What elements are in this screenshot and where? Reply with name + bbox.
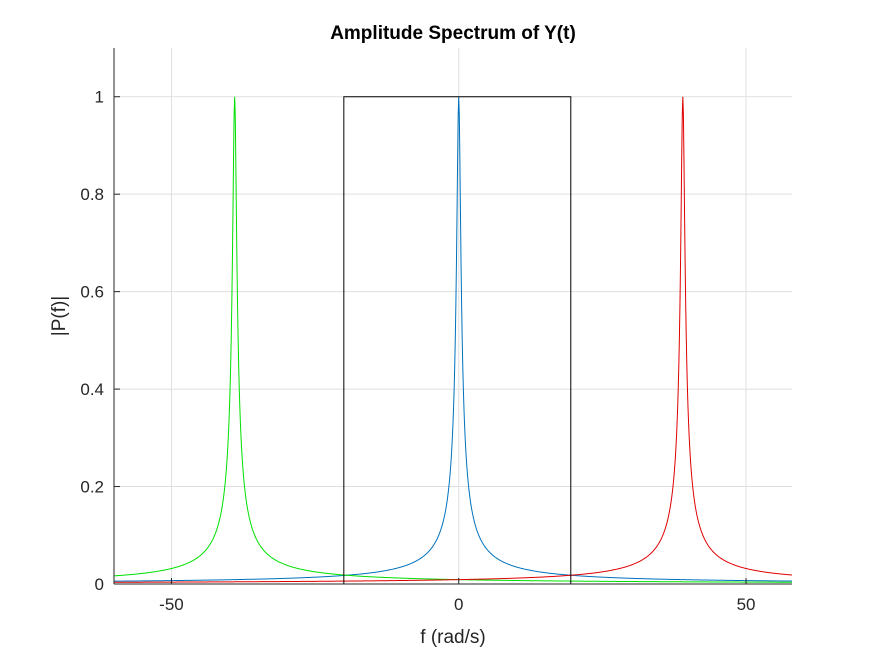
chart-title: Amplitude Spectrum of Y(t) [330, 23, 576, 44]
y-tick-label: 0 [95, 575, 104, 594]
y-tick-label: 0.4 [80, 380, 104, 399]
x-tick-label: -50 [159, 595, 184, 614]
series-line-3 [114, 96, 793, 583]
plot-area: -50 0 50 0 0.2 0.4 0.6 0.8 1 [80, 48, 793, 614]
y-axis-label: |P(f)| [49, 296, 70, 336]
x-axis-label: f (rad/s) [420, 627, 485, 648]
y-tick-label: 1 [95, 88, 104, 107]
y-tick-label: 0.8 [80, 185, 104, 204]
y-tick-label: 0.6 [80, 283, 104, 302]
x-tick-label: 0 [454, 595, 463, 614]
y-tick-label: 0.2 [80, 478, 104, 497]
series-line-1 [113, 96, 793, 582]
x-tick-label: 50 [737, 595, 756, 614]
